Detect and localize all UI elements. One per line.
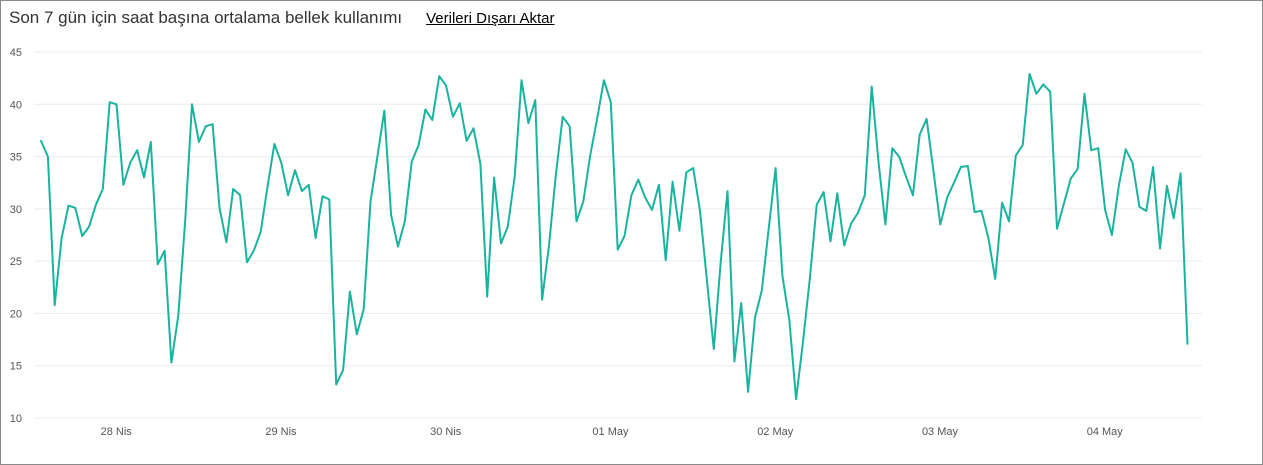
x-tick-label: 30 Nis [430,426,462,438]
x-tick-label: 28 Nis [101,426,133,438]
series-layer [40,73,1189,401]
x-axis: 28 Nis 29 Nis 30 Nis 01 May 02 May 03 May 04 M… [101,426,1124,438]
x-tick-label: 02 May [757,426,794,438]
series-line-0 [40,73,1189,401]
y-tick-label: 30 [10,204,22,216]
y-tick-label: 20 [10,308,22,320]
y-tick-label: 25 [10,256,22,268]
y-tick-label: 10 [10,413,22,425]
export-data-link[interactable]: Verileri Dışarı Aktar [426,10,555,27]
y-tick-label: 40 [10,99,22,111]
chart-header: Son 7 gün için saat başına ortalama bell… [9,8,555,30]
x-tick-label: 03 May [922,426,959,438]
grid-layer [34,51,1202,419]
chart-title: Son 7 gün için saat başına ortalama bell… [9,8,403,27]
y-tick-label: 45 [10,47,22,59]
y-tick-label: 15 [10,361,22,373]
x-tick-label: 01 May [592,426,629,438]
y-axis: 10 15 20 25 30 35 40 45 [10,47,22,425]
x-tick-label: 29 Nis [265,426,297,438]
x-tick-label: 04 May [1087,426,1124,438]
y-tick-label: 35 [10,152,22,164]
